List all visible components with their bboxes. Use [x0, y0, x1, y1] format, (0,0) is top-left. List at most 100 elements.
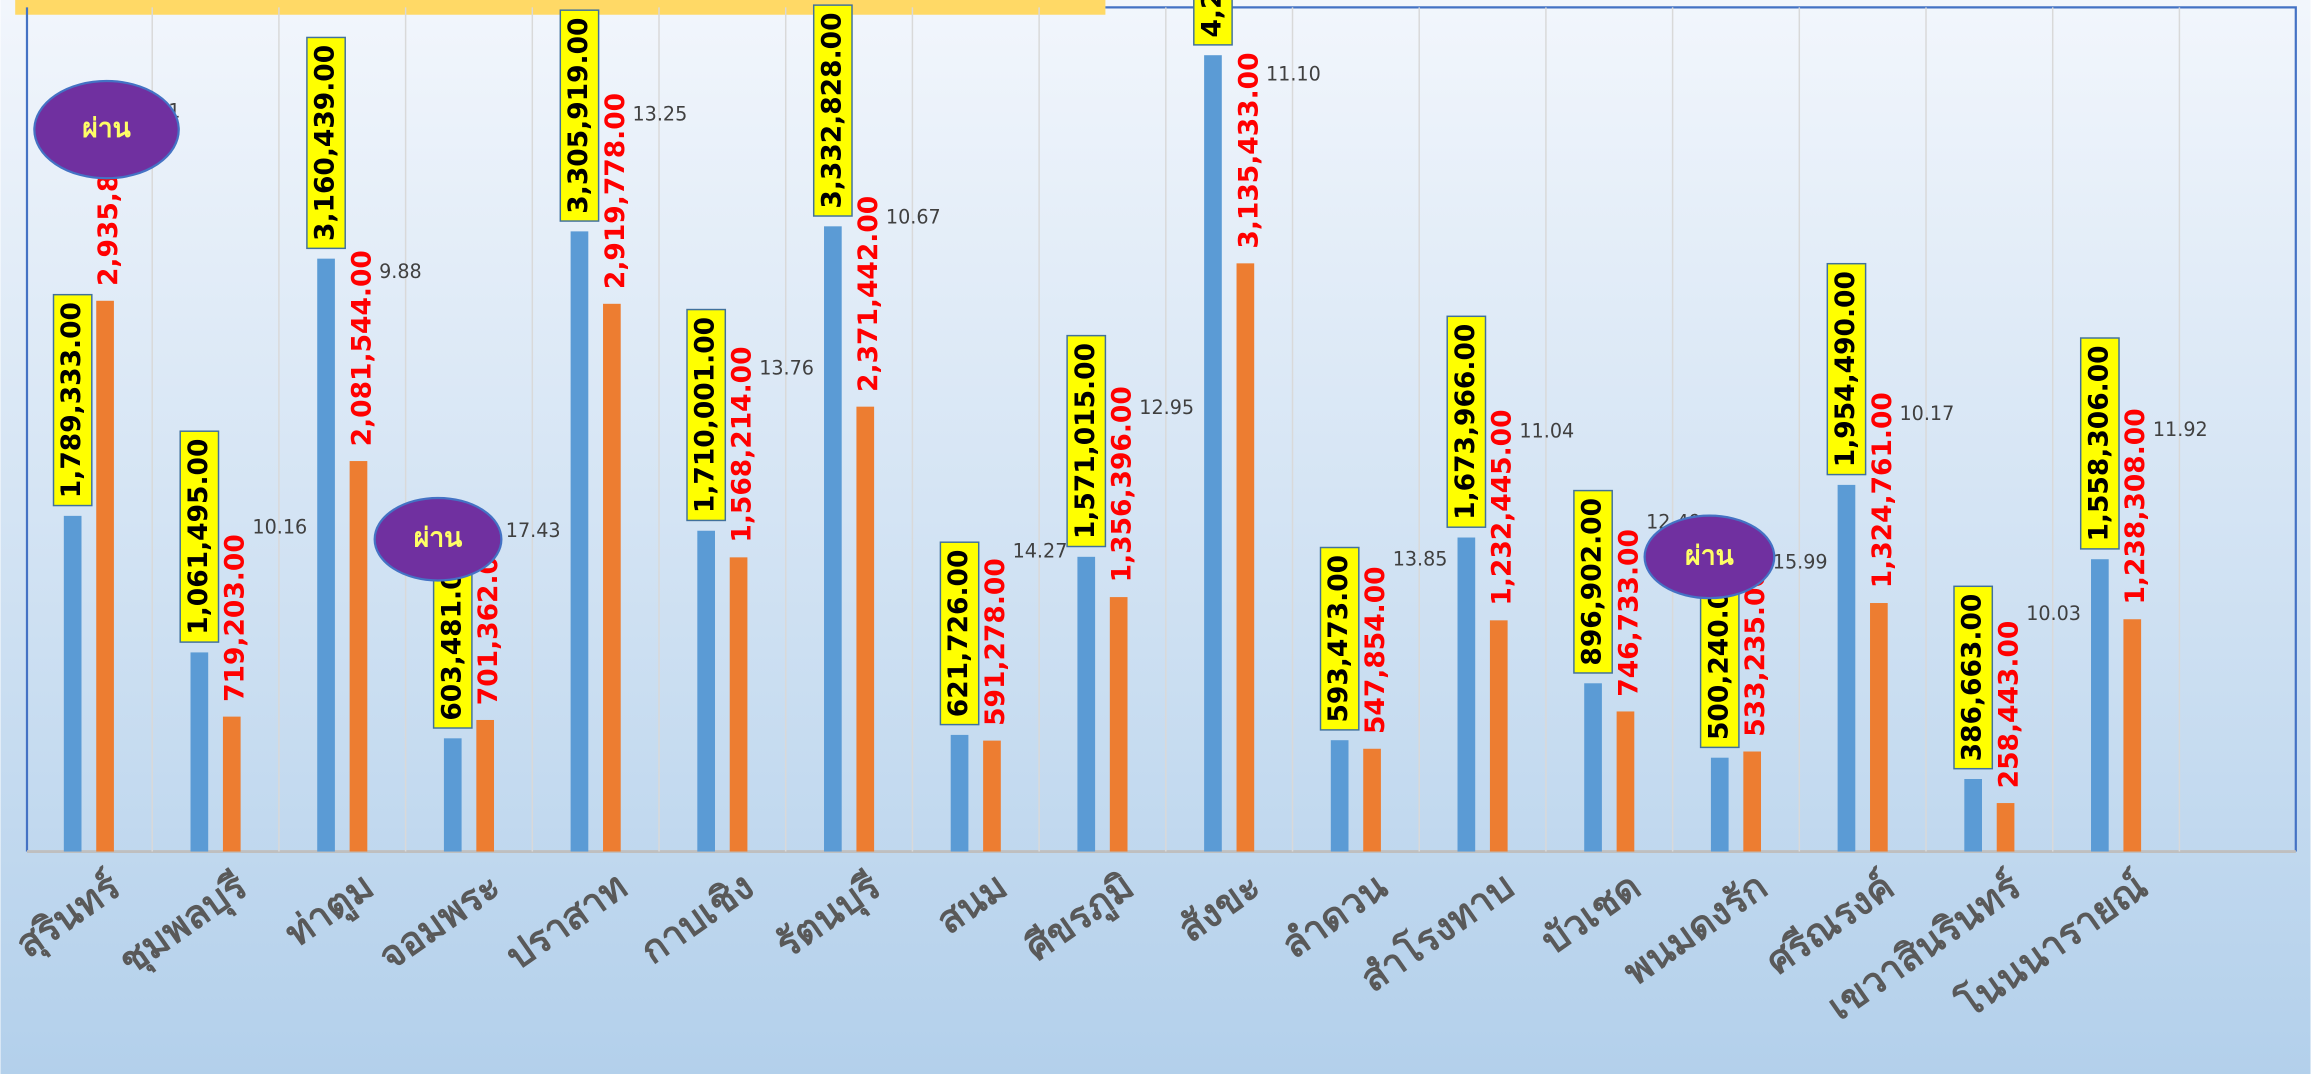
value-label: 591,278.00 [980, 558, 1011, 726]
value-label-box [1066, 334, 1107, 548]
value-label: 533,235.00 [1740, 569, 1771, 737]
value-label: 1,710,001.00 [690, 317, 721, 513]
bar [1204, 55, 1222, 852]
value-label: 593,473.00 [1323, 555, 1354, 723]
rate-label: 17.43 [506, 519, 561, 542]
bar [729, 557, 748, 852]
rate-label: 10.17 [1899, 402, 1954, 425]
bar [2091, 559, 2109, 852]
value-label: 3,305,919.00 [563, 18, 594, 214]
bar [1457, 537, 1476, 852]
value-label: 4,2 [1196, 0, 1227, 38]
rate-label: 10.03 [2026, 602, 2081, 625]
value-label: 3,160,439.00 [310, 45, 341, 241]
bar [63, 515, 82, 852]
value-label: 1,356,396.00 [1107, 386, 1138, 582]
value-label-box [1446, 315, 1487, 528]
bar [983, 740, 1001, 852]
plot-border [25, 6, 2297, 852]
rate-label: 11.10 [1266, 62, 1321, 85]
value-label: 500,240.00 [1703, 572, 1734, 740]
value-label-box [686, 308, 727, 522]
value-label: 2,919,778.00 [600, 93, 631, 289]
rate-label: 9.88 [379, 260, 422, 283]
bar [697, 530, 715, 852]
value-label: 3,332,828.00 [816, 12, 847, 208]
bar [1077, 556, 1096, 852]
badge [33, 79, 180, 180]
rate-label: 13.76 [759, 356, 814, 379]
value-label: 3,135,433.00 [1233, 52, 1264, 248]
bar [476, 719, 495, 852]
rate-label: 14.27 [1013, 540, 1068, 563]
bar [222, 716, 241, 852]
rate-label: 11.92 [2153, 418, 2208, 441]
badge [1643, 514, 1776, 600]
value-label-box [1319, 546, 1360, 731]
bar [1616, 711, 1635, 852]
bar [856, 406, 875, 852]
bar [1996, 803, 2015, 852]
rate-label: 10.67 [886, 206, 941, 229]
badge-label: ผ่าน [82, 113, 131, 144]
bar [317, 258, 335, 852]
rate-label: 13.25 [632, 103, 687, 126]
rate-label: 10.16 [252, 516, 307, 539]
rate-label: 12.95 [1139, 396, 1194, 419]
value-label-box [1573, 489, 1613, 674]
value-label: 1,568,214.00 [726, 346, 757, 542]
value-label: 2,371,442.00 [853, 196, 884, 392]
value-label-box [1193, 0, 1233, 46]
value-label: 1,673,966.00 [1450, 324, 1481, 520]
bar [570, 231, 589, 852]
value-label: 1,789,333.00 [56, 302, 87, 498]
bar [603, 303, 621, 852]
bar [1964, 779, 1982, 852]
bar [950, 734, 969, 852]
value-label: 621,726.00 [943, 550, 974, 718]
bar [1743, 751, 1762, 852]
value-label: 1,954,490.00 [1830, 271, 1861, 467]
value-label-box [52, 293, 93, 507]
bar [1584, 683, 1602, 852]
value-label: 2,081,544.00 [346, 250, 377, 446]
value-label: 1,061,495.00 [183, 439, 214, 635]
rate-label: 15.99 [1773, 550, 1828, 573]
badge [373, 496, 503, 582]
bar [349, 461, 368, 852]
value-label-box [179, 430, 220, 643]
value-label: 746,733.00 [1613, 529, 1644, 697]
bar [1236, 263, 1255, 852]
value-label: 1,238,308.00 [2120, 408, 2151, 604]
value-label: 1,324,761.00 [1867, 392, 1898, 588]
value-label-box [559, 9, 600, 222]
bar [1489, 620, 1508, 852]
bar [1710, 757, 1729, 852]
value-label: 258,443.00 [1993, 621, 2024, 789]
bar [1109, 597, 1128, 852]
bar [443, 738, 462, 852]
value-label: 1,571,015.00 [1070, 343, 1101, 539]
bar [824, 226, 842, 852]
value-label: 896,902.00 [1577, 498, 1608, 666]
badge-label: ผ่าน [1685, 540, 1734, 571]
value-label: 547,854.00 [1360, 566, 1391, 734]
bar [1330, 740, 1349, 852]
value-label-box [306, 36, 346, 250]
bar [1837, 484, 1856, 852]
value-label-box [2079, 337, 2120, 550]
value-label: 1,232,445.00 [1487, 409, 1518, 605]
badge-label: ผ่าน [414, 523, 463, 554]
bar [190, 652, 209, 852]
rate-label: 13.85 [1393, 548, 1448, 571]
value-label-box [1953, 585, 1994, 770]
value-label-box [1826, 262, 1867, 476]
value-label: 719,203.00 [220, 534, 251, 702]
rate-label: 11.04 [1519, 419, 1574, 442]
value-label: 386,663.00 [1957, 594, 1988, 762]
value-label-box [939, 541, 980, 726]
value-label: 1,558,306.00 [2083, 345, 2114, 541]
annotation: ผ่าน ผ่าน ผ่าน [33, 79, 1776, 600]
bar [96, 300, 114, 852]
